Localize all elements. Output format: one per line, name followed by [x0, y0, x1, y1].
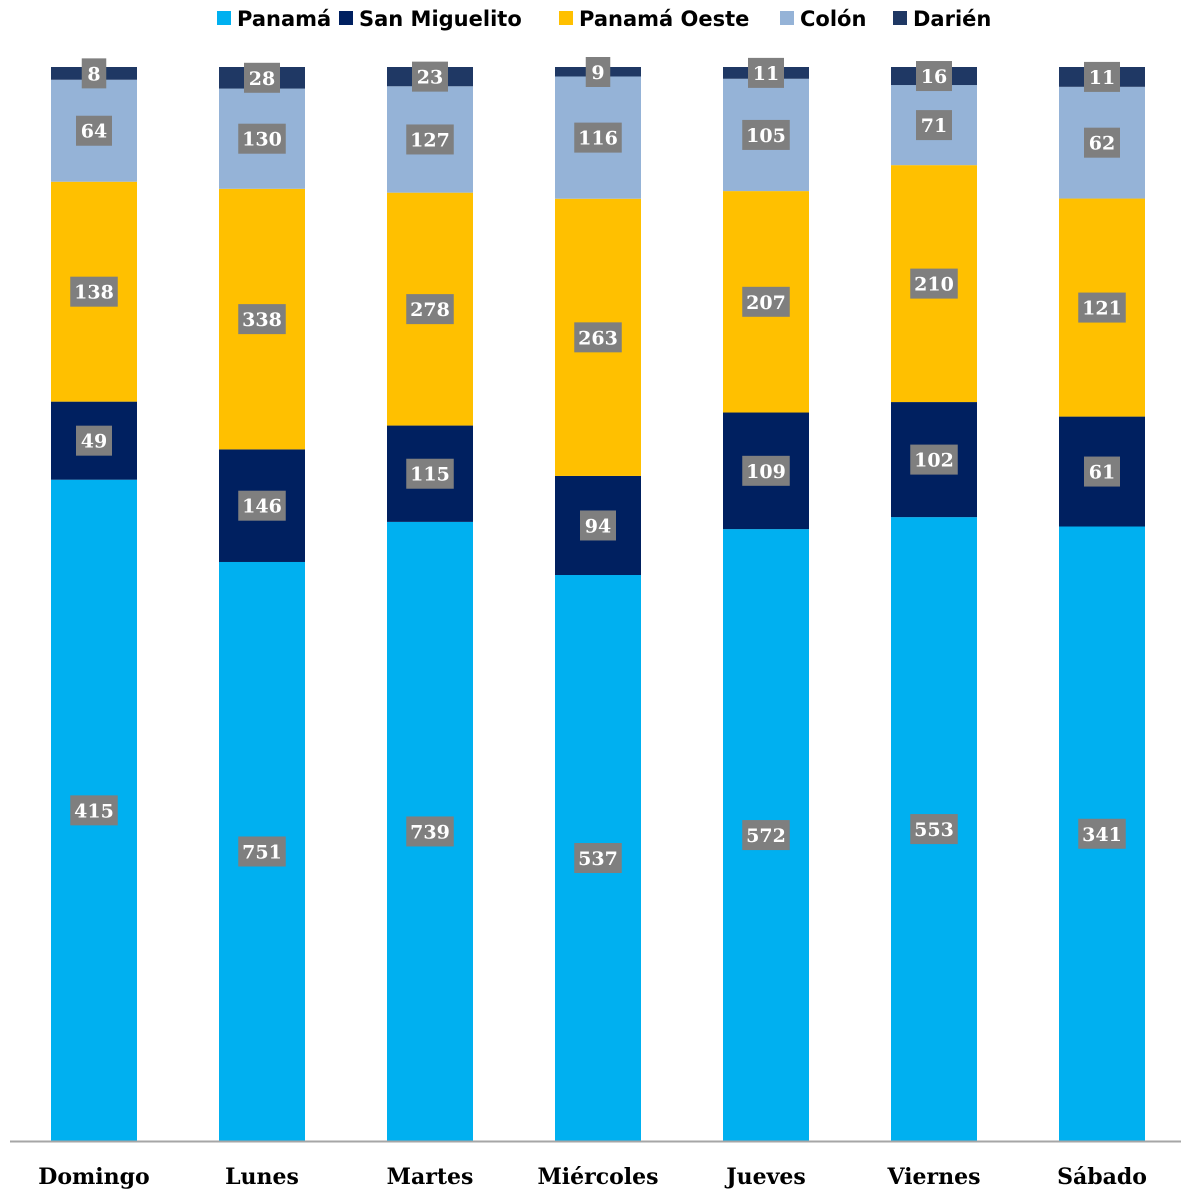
x-tick-label-lunes: Lunes — [225, 1164, 299, 1190]
data-label-panama-miercoles: 537 — [578, 848, 618, 870]
data-label-box-panama-oeste-viernes — [910, 268, 958, 299]
data-label-box-san-miguelito-viernes — [910, 444, 958, 475]
x-tick-label-martes: Martes — [387, 1164, 474, 1190]
data-label-box-panama-oeste-jueves — [742, 286, 790, 317]
data-label-box-san-miguelito-miercoles — [580, 510, 616, 541]
data-label-san-miguelito-lunes: 146 — [242, 496, 282, 518]
data-label-box-darien-sabado — [1084, 61, 1120, 92]
data-label-san-miguelito-domingo: 49 — [81, 431, 107, 453]
data-label-box-colon-martes — [406, 124, 454, 155]
data-label-panama-domingo: 415 — [74, 800, 114, 822]
data-label-box-darien-miercoles — [585, 57, 611, 87]
data-label-colon-jueves: 105 — [746, 125, 786, 147]
x-tick-label-viernes: Viernes — [886, 1164, 980, 1190]
legend-swatch-panama-oeste — [559, 11, 573, 25]
legend-label-panama-oeste: Panamá Oeste — [579, 7, 749, 31]
data-label-panama-oeste-sabado: 121 — [1082, 298, 1122, 320]
legend-label-darien: Darién — [913, 7, 991, 31]
data-label-box-darien-martes — [412, 61, 448, 92]
legend: Panamá San Miguelito Panamá Oeste Colón Dari… — [217, 7, 991, 31]
legend-label-panama: Panamá — [237, 7, 331, 31]
data-label-colon-viernes: 71 — [921, 115, 947, 137]
data-label-colon-martes: 127 — [410, 129, 450, 151]
data-label-box-colon-viernes — [916, 110, 952, 141]
data-label-panama-oeste-miercoles: 263 — [578, 327, 618, 349]
data-label-san-miguelito-sabado: 61 — [1089, 462, 1115, 484]
data-label-box-darien-viernes — [916, 61, 952, 92]
data-label-darien-miercoles: 9 — [591, 62, 604, 84]
data-label-panama-oeste-viernes: 210 — [914, 274, 954, 296]
data-label-panama-martes: 739 — [410, 821, 450, 843]
data-label-box-darien-domingo — [81, 58, 107, 89]
data-label-box-panama-viernes — [910, 814, 958, 845]
x-tick-label-sabado: Sábado — [1057, 1164, 1147, 1190]
data-label-box-san-miguelito-jueves — [742, 455, 790, 486]
data-label-darien-martes: 23 — [417, 67, 443, 89]
data-label-panama-oeste-jueves: 207 — [746, 292, 786, 314]
data-label-colon-miercoles: 116 — [578, 128, 618, 150]
data-label-panama-oeste-domingo: 138 — [74, 282, 114, 304]
data-label-san-miguelito-martes: 115 — [410, 464, 450, 486]
data-label-panama-oeste-lunes: 338 — [242, 309, 282, 331]
data-label-box-san-miguelito-martes — [406, 458, 454, 489]
legend-label-san-miguelito: San Miguelito — [359, 7, 522, 31]
data-label-box-colon-jueves — [742, 119, 790, 150]
data-label-panama-sabado: 341 — [1082, 824, 1122, 846]
data-label-san-miguelito-miercoles: 94 — [585, 515, 611, 537]
data-label-box-panama-oeste-sabado — [1078, 292, 1126, 323]
data-label-box-panama-oeste-martes — [406, 294, 454, 325]
legend-swatch-san-miguelito — [339, 11, 353, 25]
data-label-panama-lunes: 751 — [242, 841, 282, 863]
data-label-box-panama-oeste-miercoles — [574, 322, 622, 353]
x-tick-label-miercoles: Miércoles — [537, 1164, 658, 1190]
data-label-box-darien-lunes — [244, 62, 280, 93]
legend-label-colon: Colón — [800, 7, 866, 31]
legend-swatch-darien — [893, 11, 907, 25]
data-label-darien-viernes: 16 — [921, 66, 947, 88]
data-label-colon-domingo: 64 — [81, 121, 107, 143]
data-label-colon-sabado: 62 — [1089, 133, 1115, 155]
x-axis-tick-labels: Domingo Lunes Martes Miércoles Jueves Viernes… — [38, 1164, 1147, 1190]
data-label-panama-viernes: 553 — [914, 819, 954, 841]
data-label-box-panama-martes — [406, 816, 454, 847]
data-label-box-panama-sabado — [1078, 818, 1126, 849]
data-label-box-panama-lunes — [238, 836, 286, 867]
data-label-box-san-miguelito-domingo — [76, 425, 112, 456]
data-label-san-miguelito-jueves: 109 — [746, 461, 786, 483]
data-labels: 415 49 138 64 8 751 146 338 130 28 739 115 278 127 23 5… — [70, 57, 1126, 874]
data-label-box-san-miguelito-sabado — [1084, 456, 1120, 487]
data-label-colon-lunes: 130 — [242, 129, 282, 151]
data-label-box-panama-oeste-lunes — [238, 304, 286, 335]
data-label-san-miguelito-viernes: 102 — [914, 450, 954, 472]
data-label-box-panama-domingo — [70, 795, 118, 826]
data-label-box-darien-jueves — [748, 57, 784, 88]
data-label-box-panama-miercoles — [574, 843, 622, 874]
data-label-darien-sabado: 11 — [1089, 67, 1115, 89]
data-label-box-panama-jueves — [742, 820, 790, 851]
data-label-box-colon-lunes — [238, 123, 286, 154]
data-label-panama-oeste-martes: 278 — [410, 299, 450, 321]
legend-swatch-colon — [780, 11, 794, 25]
data-label-box-colon-domingo — [76, 115, 112, 146]
data-label-box-panama-oeste-domingo — [70, 276, 118, 307]
data-label-panama-jueves: 572 — [746, 825, 786, 847]
data-label-box-colon-miercoles — [574, 122, 622, 153]
legend-swatch-panama — [217, 11, 231, 25]
data-label-darien-lunes: 28 — [249, 68, 275, 90]
data-label-box-san-miguelito-lunes — [238, 490, 286, 521]
x-tick-label-jueves: Jueves — [724, 1164, 806, 1190]
data-label-darien-domingo: 8 — [87, 63, 100, 85]
data-label-darien-jueves: 11 — [753, 63, 779, 85]
x-tick-label-domingo: Domingo — [38, 1164, 149, 1190]
data-label-box-colon-sabado — [1084, 127, 1120, 158]
bars — [51, 67, 1145, 1141]
